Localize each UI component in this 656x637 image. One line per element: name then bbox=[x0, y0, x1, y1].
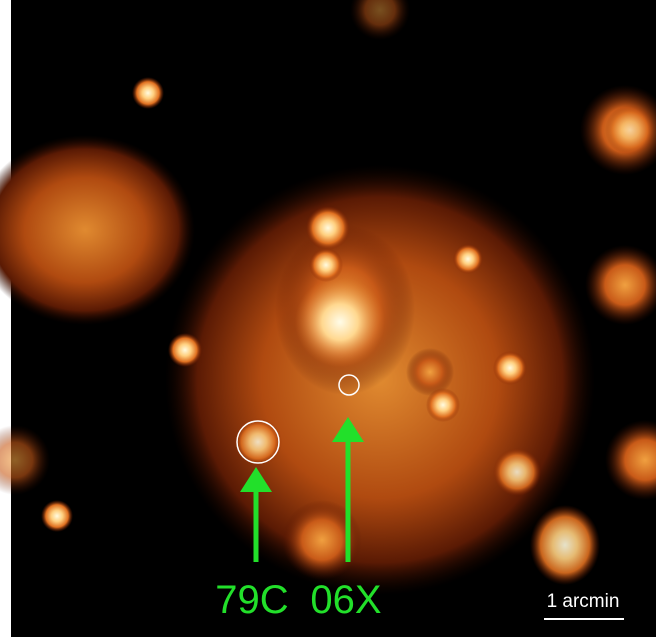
xray-image: 79C 06X 1 arcmin bbox=[0, 0, 656, 637]
page: 79C 06X 1 arcmin (() => { const data = J… bbox=[0, 0, 656, 637]
source bbox=[493, 351, 527, 385]
left-border bbox=[0, 0, 11, 637]
source bbox=[453, 244, 483, 274]
source bbox=[234, 418, 282, 466]
source bbox=[132, 77, 164, 109]
source-label: 79C bbox=[215, 578, 288, 622]
source-label: 06X bbox=[310, 578, 381, 622]
source bbox=[41, 500, 73, 532]
source bbox=[605, 105, 655, 155]
source bbox=[306, 206, 350, 250]
source bbox=[309, 248, 343, 282]
source bbox=[295, 277, 385, 367]
source bbox=[530, 505, 600, 585]
source bbox=[168, 333, 202, 367]
source bbox=[426, 388, 460, 422]
source bbox=[493, 448, 541, 496]
scale-bar-label: 1 arcmin bbox=[547, 591, 620, 612]
